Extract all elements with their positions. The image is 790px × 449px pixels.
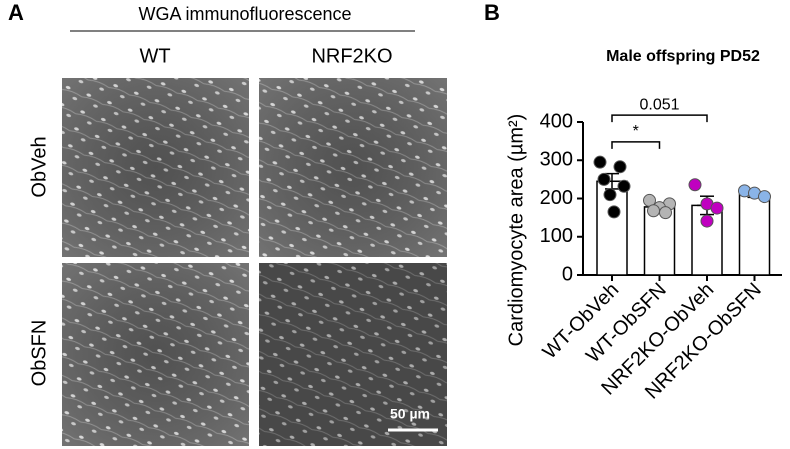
- significance-label: *: [633, 123, 639, 140]
- y-axis-label: Cardiomyocyte area (µm²): [505, 114, 527, 347]
- panel-a: A WGA immunofluorescence WT NRF2KO ObVeh…: [8, 0, 447, 446]
- data-point: [593, 155, 607, 169]
- y-tick-label: 0: [562, 263, 573, 285]
- column-label: NRF2KO: [311, 45, 392, 67]
- significance-bracket: [611, 114, 708, 123]
- data-point: [659, 206, 672, 220]
- micrograph-shade: [62, 263, 249, 446]
- micrograph-shade: [62, 78, 249, 257]
- y-tick-label: 100: [540, 225, 573, 247]
- data-point: [617, 179, 631, 193]
- significance-label: 0.051: [639, 96, 679, 113]
- significance-bracket: [611, 141, 661, 149]
- data-point: [647, 204, 660, 218]
- micrograph-shade: [259, 263, 447, 446]
- y-tick-label: 400: [540, 110, 573, 132]
- micrograph-shade: [259, 78, 447, 257]
- row-label: ObSFN: [28, 320, 50, 387]
- scale-bar-label: 50 µm: [390, 406, 430, 422]
- data-point: [597, 172, 611, 186]
- data-point: [688, 178, 702, 192]
- column-label: WT: [139, 45, 170, 67]
- data-point: [603, 188, 617, 202]
- panel-label: B: [484, 0, 500, 25]
- chart-title: Male offspring PD52: [606, 48, 760, 65]
- bar: [643, 206, 676, 276]
- bar: [738, 193, 771, 276]
- data-point: [710, 201, 724, 215]
- panel-label: A: [8, 0, 24, 25]
- data-point: [607, 205, 621, 219]
- data-point: [613, 160, 627, 174]
- micrograph: [259, 263, 447, 446]
- row-label: ObVeh: [28, 136, 50, 197]
- panel-b: B Male offspring PD52 Cardiomyocyte area…: [484, 0, 782, 403]
- data-point: [700, 214, 714, 228]
- panel-title: WGA immunofluorescence: [138, 4, 351, 24]
- y-tick-label: 300: [540, 149, 573, 171]
- y-tick-label: 200: [540, 187, 573, 209]
- data-point: [758, 190, 771, 204]
